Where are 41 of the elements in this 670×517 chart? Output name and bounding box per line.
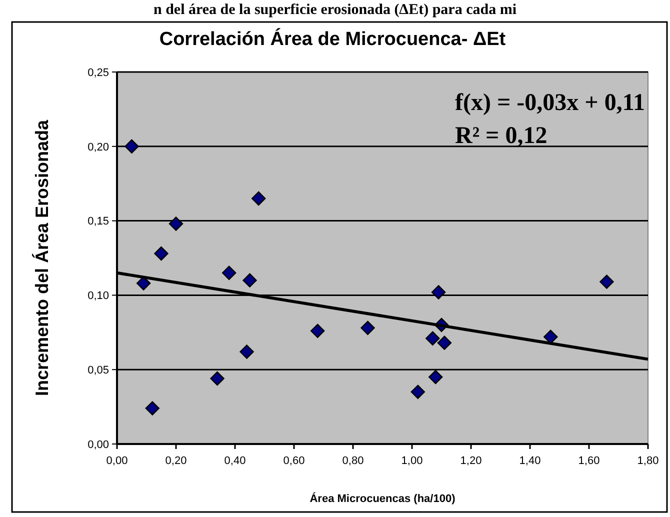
x-tick-label: 1,40 [519,455,541,467]
x-tick-label: 0,60 [283,455,305,467]
chart-title: Correlación Área de Microcuenca- ΔEt [159,28,506,50]
x-tick-label: 1,60 [578,455,600,467]
y-tick-label: 0,20 [88,141,109,154]
annotation: f(x) = -0,03x + 0,11 [455,90,645,116]
point [240,344,254,359]
y-tick-label: 0,00 [88,438,109,451]
x-tick-label: 0,80 [342,455,364,467]
point [210,371,224,386]
y-tick-label: 0,15 [88,216,109,228]
x-tick-label: 1,80 [637,455,659,467]
point [410,384,425,400]
text: n del área de la superficie erosionada (ΔEt) para cada mi [154,2,516,18]
annotation: R² = 0,12 [455,123,548,149]
y-tick-label: 0,10 [88,290,109,302]
y-tick-label: 0,25 [88,66,109,79]
point [437,336,452,350]
y-axis-title: Incremento del Área Erosionada [32,118,52,396]
point [242,273,257,288]
y-tick-label: 0,05 [88,364,109,376]
x-tick-label: 0,40 [224,455,246,467]
point [252,191,266,206]
point [168,216,184,231]
point [154,246,168,261]
point [544,330,558,344]
x-tick-label: 0,20 [165,455,187,467]
point [145,401,160,416]
x-tick-label: 0,00 [106,455,128,467]
point [136,276,151,290]
point [360,320,375,336]
point [428,370,443,384]
point [600,274,614,289]
x-tick-label: 1,20 [460,455,482,467]
point [431,285,446,300]
x-axis-title: Área Microcuencas (ha/100) [310,492,456,505]
point [310,324,325,338]
point [124,139,139,154]
point [426,331,440,346]
point [222,266,236,280]
x-tick-label: 1,00 [401,455,423,467]
